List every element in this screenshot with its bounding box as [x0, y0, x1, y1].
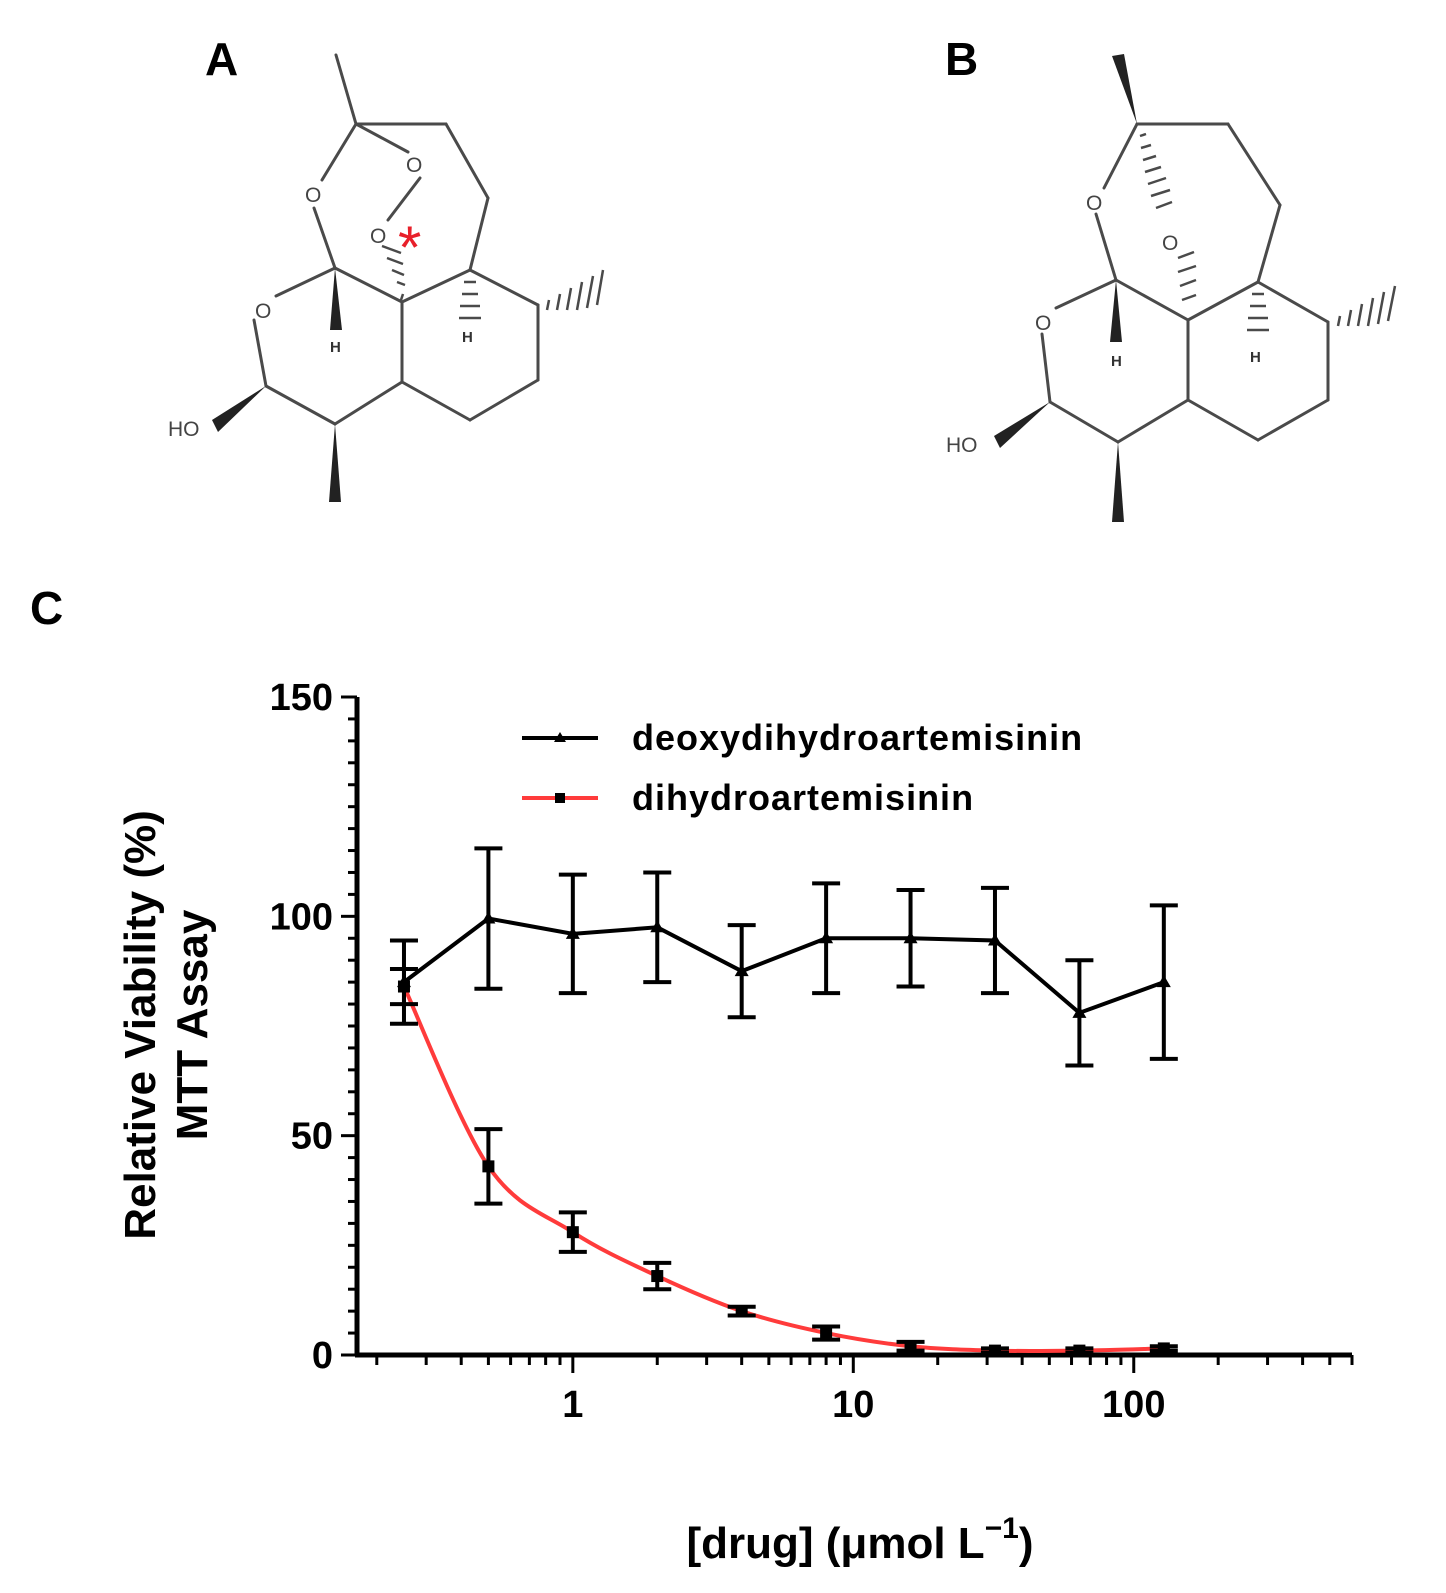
chart-series [389, 846, 1178, 1357]
x-tick-label: 100 [1102, 1384, 1165, 1426]
data-point [396, 975, 411, 988]
panel-label-a: A [205, 33, 239, 85]
series-dihydroartemisinin [389, 966, 1178, 1357]
x-tick-label: 10 [832, 1384, 874, 1426]
series-deoxydihydroartemisinin [389, 846, 1178, 1068]
legend-marker-dha [555, 793, 565, 803]
data-point [987, 933, 1002, 946]
atom-o-ether: O [1162, 232, 1178, 255]
data-point [651, 1270, 664, 1283]
atom-o-bridge: O [1086, 192, 1102, 215]
data-point [735, 1305, 748, 1318]
series-line [402, 916, 1165, 1016]
legend-label-deoxy: deoxydihydroartemisinin [632, 717, 1083, 758]
data-point [904, 1340, 917, 1353]
atom-hydroxyl: HO [946, 434, 978, 457]
data-point [1156, 975, 1171, 988]
data-point [988, 1344, 1001, 1357]
atom-h-left: H [1111, 353, 1122, 370]
data-point [565, 926, 580, 939]
y-axis-title: Relative Viability (%) MTT Assay [116, 810, 217, 1240]
y-axis-title-line1: Relative Viability (%) [116, 810, 165, 1240]
structure-b: O O O HO H H [946, 54, 1397, 522]
y-tick-label: 100 [270, 896, 333, 938]
data-point [566, 1226, 579, 1239]
atom-h-right: H [1250, 349, 1261, 366]
atom-h-left: H [330, 339, 341, 356]
peroxide-marker: * [398, 214, 421, 281]
chart-legend: deoxydihydroartemisinin dihydroartemisin… [522, 717, 1083, 818]
y-axis-title-line2: MTT Assay [168, 909, 217, 1140]
legend-label-dha: dihydroartemisinin [632, 777, 974, 818]
data-point [481, 911, 496, 924]
data-point [650, 920, 665, 933]
data-point [1157, 1342, 1170, 1355]
legend-marker-deoxy [554, 732, 566, 742]
x-axis-title: [drug] (μmol L−1) [686, 1512, 1033, 1568]
y-tick-label: 0 [312, 1335, 333, 1377]
y-tick-label: 50 [291, 1116, 333, 1158]
panel-label-c: C [30, 582, 64, 634]
chart-axes: 0 50 100 150 1 10 100 [270, 677, 1354, 1426]
data-point [1073, 1344, 1086, 1357]
series-line [402, 985, 1164, 1354]
y-tick-label: 150 [270, 677, 333, 719]
structure-a: O O O O HO H H * [168, 53, 605, 502]
atom-o-ring: O [255, 300, 271, 323]
atom-h-right: H [462, 329, 473, 346]
data-point [734, 964, 749, 977]
data-point [1072, 1005, 1087, 1018]
x-axis-title-superscript: −1 [985, 1512, 1019, 1545]
data-point [482, 1160, 495, 1173]
atom-o-ring: O [1035, 312, 1051, 335]
atom-o-bridge: O [305, 184, 321, 207]
x-axis-title-close: ) [1019, 1519, 1034, 1568]
data-point [903, 931, 918, 944]
data-point [820, 1327, 833, 1340]
data-point [819, 931, 834, 944]
atom-o-peroxide-1: O [406, 154, 422, 177]
panel-label-b: B [945, 33, 979, 85]
atom-hydroxyl: HO [168, 418, 200, 441]
atom-o-peroxide-2: O [370, 225, 386, 248]
x-tick-label: 1 [562, 1384, 583, 1426]
x-axis-title-main: [drug] (μmol L [686, 1519, 984, 1568]
